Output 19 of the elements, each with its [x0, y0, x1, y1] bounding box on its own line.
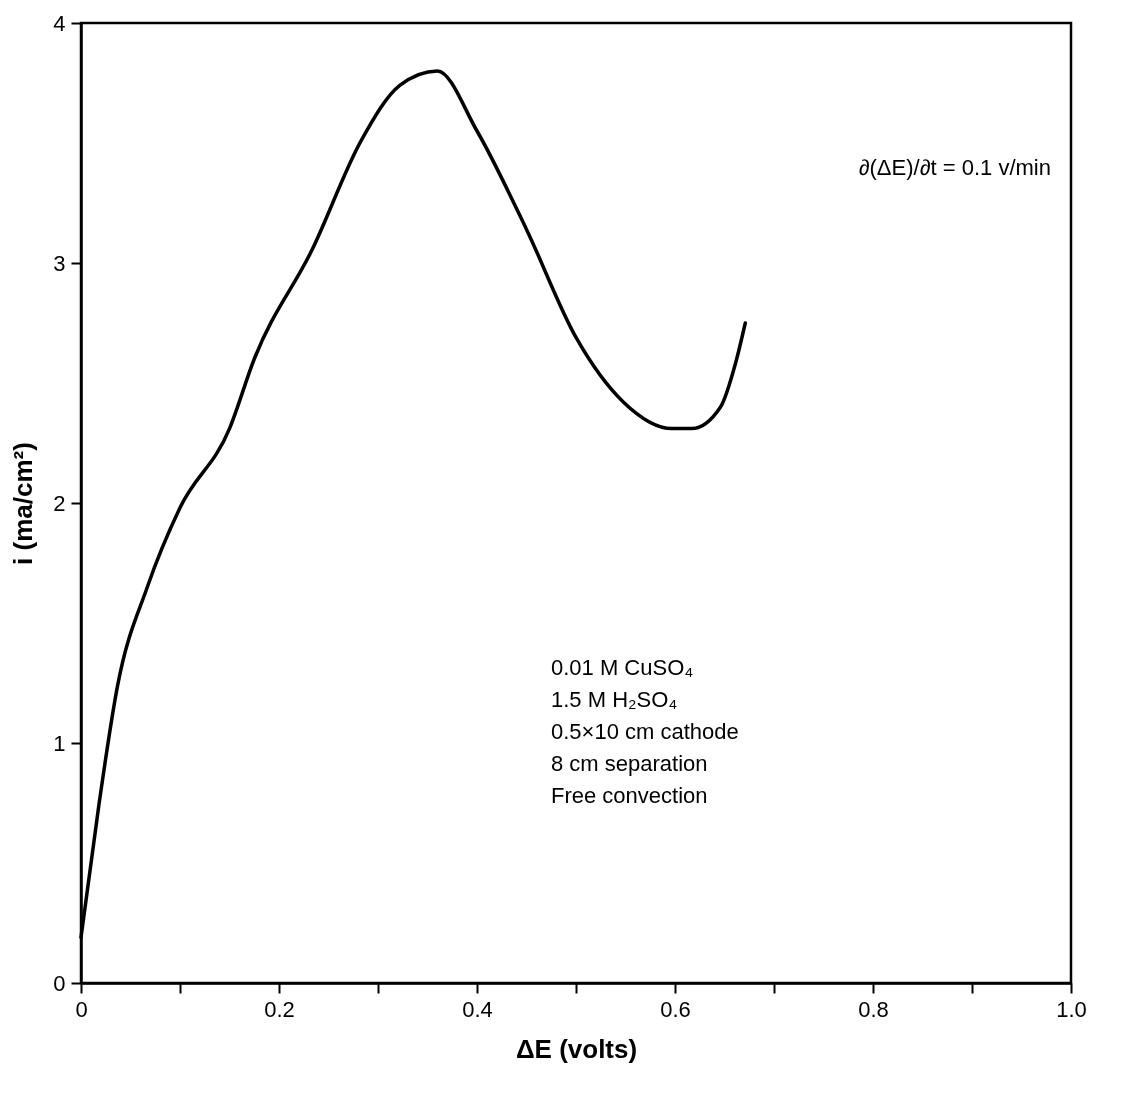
y-tick-label: 4 [53, 10, 66, 36]
y-tick-label: 1 [53, 730, 66, 756]
x-tick-label: 0.2 [264, 996, 295, 1022]
y-tick-label: 3 [53, 250, 66, 276]
y-tick-label: 0 [53, 970, 66, 996]
y-axis-title: i (ma/cm²) [8, 442, 39, 565]
annotation: 1.5 M H₂SO₄ [551, 687, 678, 712]
x-tick-label: 0.6 [660, 996, 691, 1022]
x-tick-label: 0.4 [462, 996, 493, 1022]
x-tick-label: 1.0 [1056, 996, 1087, 1022]
annotation: ∂(ΔE)/∂t = 0.1 v/min [858, 155, 1051, 180]
x-axis-title: ΔE (volts) [515, 1033, 638, 1064]
annotation: Free convection [551, 783, 708, 808]
x-tick-label: 0 [75, 996, 88, 1022]
annotation: 0.01 M CuSO₄ [551, 655, 694, 680]
x-tick-label: 0.8 [858, 996, 889, 1022]
annotation: 0.5×10 cm cathode [551, 719, 739, 744]
annotation: 8 cm separation [551, 751, 708, 776]
y-tick-label: 2 [53, 490, 66, 516]
